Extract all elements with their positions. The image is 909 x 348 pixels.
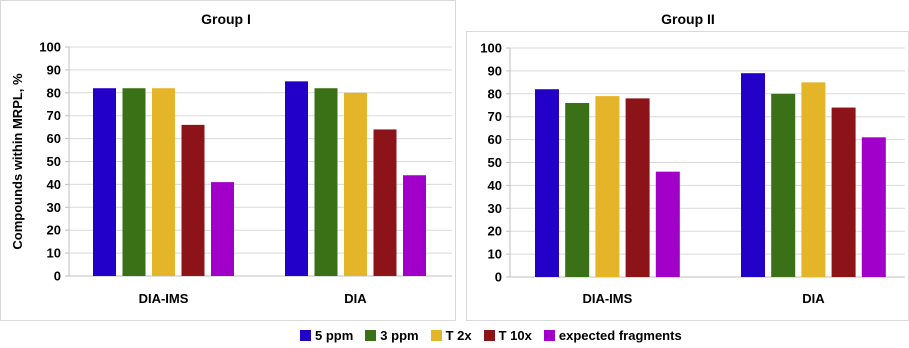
bar-dia-ims-5-ppm xyxy=(535,89,559,277)
bar-dia-ims-t-2x xyxy=(595,96,620,277)
y-tick-label: 20 xyxy=(488,224,502,239)
y-tick-label: 80 xyxy=(47,85,61,100)
y-tick-label: 70 xyxy=(488,109,502,124)
category-label: DIA-IMS xyxy=(139,291,189,306)
y-tick-label: 30 xyxy=(47,200,61,215)
bar-dia-3-ppm xyxy=(314,88,338,276)
y-tick-label: 50 xyxy=(47,154,61,169)
y-tick-label: 0 xyxy=(495,270,502,285)
category-label: DIA xyxy=(344,291,367,306)
bar-dia-ims-expected-fragments xyxy=(655,171,680,277)
chart-title: Group II xyxy=(661,11,715,27)
legend-item-5ppm: 5 ppm xyxy=(300,328,353,343)
chart-panel-1: 0 10 20 30 40 50 60 70 80 90 100 DIA-IMS DIA Group I C… xyxy=(0,0,456,321)
legend: 5 ppm 3 ppm T 2x T 10x expected fragment… xyxy=(300,328,682,343)
y-tick-label: 40 xyxy=(47,177,61,192)
legend-swatch-5ppm xyxy=(300,330,311,341)
bar-dia-5-ppm xyxy=(741,73,765,277)
y-tick-label: 40 xyxy=(488,178,502,193)
bar-dia-t-10x xyxy=(831,107,856,277)
bar-dia-3-ppm xyxy=(771,93,796,277)
bar-dia-t-2x xyxy=(801,82,826,277)
legend-item-3ppm: 3 ppm xyxy=(365,328,419,343)
chart-title: Group I xyxy=(201,11,251,27)
legend-label-expected-fragments: expected fragments xyxy=(558,328,682,343)
legend-label-3ppm: 3 ppm xyxy=(380,328,419,343)
category-label: DIA-IMS xyxy=(582,291,632,306)
bar-dia-t-10x xyxy=(373,129,397,276)
y-tick-label: 90 xyxy=(47,62,61,77)
bar-dia-expected-fragments xyxy=(861,137,886,277)
bar-dia-ims-t-2x xyxy=(152,88,175,276)
y-tick-label: 0 xyxy=(54,269,61,284)
legend-swatch-t2x xyxy=(430,330,442,341)
bar-dia-ims-t-10x xyxy=(181,124,205,276)
bar-dia-ims-5-ppm xyxy=(93,88,116,276)
bar-dia-t-2x xyxy=(344,92,367,276)
legend-item-expected-fragments: expected fragments xyxy=(543,328,682,343)
y-tick-label: 80 xyxy=(488,86,502,101)
bar-dia-5-ppm xyxy=(285,81,308,276)
bar-dia-expected-fragments xyxy=(403,175,426,276)
y-tick-label: 60 xyxy=(488,132,502,147)
y-axis-label: Compounds within MRPL, % xyxy=(10,73,25,250)
legend-label-t10x: T 10x xyxy=(498,328,532,343)
y-tick-label: 10 xyxy=(47,246,61,261)
panel-frame xyxy=(0,0,456,321)
legend-label-t2x: T 2x xyxy=(445,328,472,343)
legend-item-t2x: T 2x xyxy=(430,328,472,343)
legend-swatch-t10x xyxy=(483,330,495,341)
y-tick-label: 70 xyxy=(47,108,61,123)
y-tick-label: 30 xyxy=(488,201,502,216)
y-tick-label: 100 xyxy=(480,41,502,56)
legend-swatch-expected-fragments xyxy=(543,330,555,341)
chart-panel-2: 0 10 20 30 40 50 60 70 80 90 100 DIA-IMS DIA Group II xyxy=(466,11,909,321)
bar-dia-ims-3-ppm xyxy=(565,102,590,278)
bar-dia-ims-expected-fragments xyxy=(211,182,234,276)
category-label: DIA xyxy=(802,291,825,306)
y-tick-label: 20 xyxy=(47,223,61,238)
y-tick-label: 10 xyxy=(488,247,502,262)
y-tick-label: 90 xyxy=(488,63,502,78)
y-tick-label: 100 xyxy=(39,40,61,55)
y-tick-label: 60 xyxy=(47,131,61,146)
legend-item-t10x: T 10x xyxy=(483,328,532,343)
legend-label-5ppm: 5 ppm xyxy=(315,328,354,343)
bar-dia-ims-3-ppm xyxy=(122,88,146,276)
y-tick-label: 50 xyxy=(488,155,502,170)
legend-swatch-3ppm xyxy=(365,330,377,341)
bar-dia-ims-t-10x xyxy=(625,98,650,277)
